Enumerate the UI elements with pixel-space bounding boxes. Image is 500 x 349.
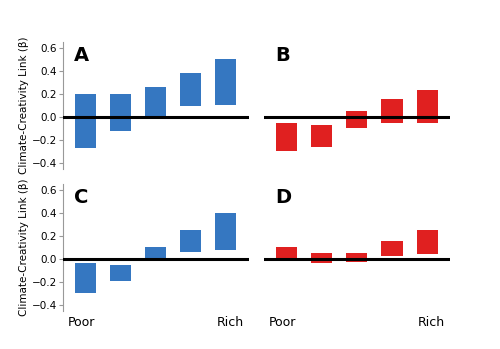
Bar [110, 265, 131, 281]
Bar [75, 94, 96, 148]
Bar [276, 122, 297, 151]
Bar [311, 253, 332, 263]
Y-axis label: Climate-Creativity Link (β): Climate-Creativity Link (β) [19, 37, 29, 174]
Bar [346, 253, 368, 262]
Text: A: A [74, 46, 89, 65]
Bar [180, 230, 202, 252]
Bar [75, 263, 96, 293]
Bar [110, 94, 131, 131]
Bar [382, 242, 402, 257]
Y-axis label: Climate-Creativity Link (β): Climate-Creativity Link (β) [19, 178, 29, 316]
Bar [145, 87, 166, 118]
Bar [346, 111, 368, 128]
Text: Poor: Poor [68, 316, 95, 329]
Bar [216, 59, 236, 105]
Text: Rich: Rich [418, 316, 445, 329]
Text: D: D [275, 188, 291, 207]
Bar [276, 247, 297, 260]
Bar [311, 125, 332, 147]
Text: Poor: Poor [268, 316, 296, 329]
Bar [145, 247, 166, 260]
Bar [416, 90, 438, 122]
Text: C: C [74, 188, 88, 207]
Bar [382, 99, 402, 122]
Bar [216, 213, 236, 250]
Bar [180, 73, 202, 106]
Text: B: B [275, 46, 289, 65]
Text: Rich: Rich [216, 316, 244, 329]
Bar [416, 230, 438, 254]
